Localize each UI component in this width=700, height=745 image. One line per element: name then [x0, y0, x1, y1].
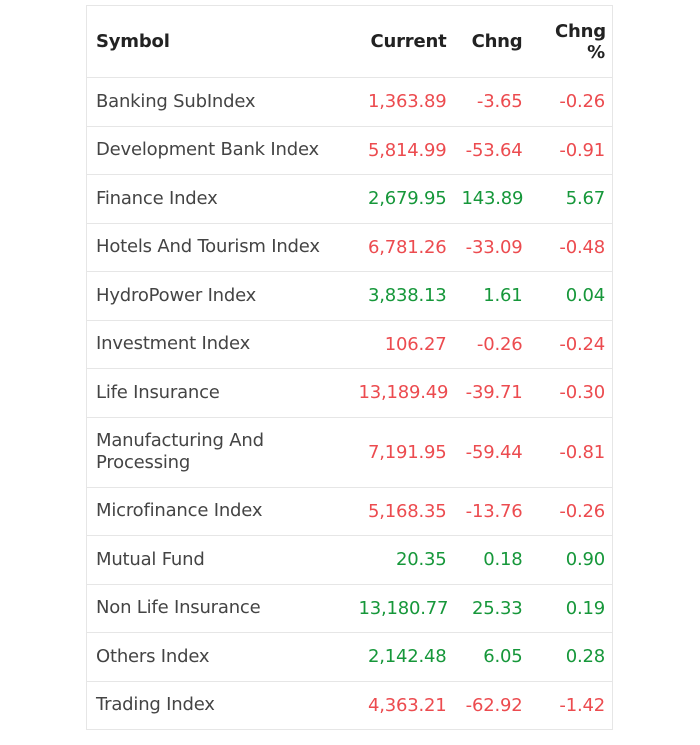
value-cell: 2,142.48: [350, 632, 454, 682]
value-cell: 25.33: [453, 584, 530, 633]
symbol-cell: Banking SubIndex: [86, 77, 351, 127]
table-row: Mutual Fund 20.35 0.18 0.90: [86, 535, 613, 585]
symbol-text: Development Bank Index: [96, 139, 319, 161]
value-cell: -39.71: [453, 368, 530, 418]
table-row: HydroPower Index 3,838.13 1.61 0.04: [86, 271, 613, 321]
table-body: Banking SubIndex 1,363.89 -3.65 -0.26 Develo…: [86, 77, 613, 730]
symbol-text: Others Index: [96, 645, 210, 667]
symbol-cell: Trading Index: [86, 681, 351, 730]
table-row: Life Insurance 13,189.49 -39.71 -0.30: [86, 368, 613, 418]
symbol-cell: Life Insurance: [86, 368, 351, 418]
header-cell: Current: [350, 5, 454, 78]
value-cell: 6,781.26: [350, 223, 454, 272]
symbol-text: Trading Index: [96, 694, 215, 716]
value-cell: 106.27: [350, 320, 454, 369]
symbol-text: Hotels And Tourism Index: [96, 236, 320, 258]
value-cell: 0.18: [453, 535, 530, 585]
table-row: Microfinance Index 5,168.35 -13.76 -0.26: [86, 487, 613, 536]
table-row: Development Bank Index 5,814.99 -53.64 -0.9…: [86, 126, 613, 175]
symbol-cell: Investment Index: [86, 320, 351, 369]
value-cell: 4,363.21: [350, 681, 454, 730]
value-cell: -33.09: [453, 223, 530, 272]
value-cell: 3,838.13: [350, 271, 454, 321]
value-cell: 7,191.95: [350, 417, 454, 488]
value-cell: 13,180.77: [350, 584, 454, 633]
value-cell: -0.91: [529, 126, 613, 175]
index-table: Symbol Current Chng Chng % Banking SubIn…: [86, 5, 613, 730]
value-cell: 0.90: [529, 535, 613, 585]
symbol-text: Investment Index: [96, 333, 251, 355]
value-cell: -62.92: [453, 681, 530, 730]
header-text: Chng %: [555, 20, 606, 63]
value-cell: -0.24: [529, 320, 613, 369]
value-cell: 143.89: [453, 174, 530, 224]
symbol-text: Mutual Fund: [96, 548, 205, 570]
symbol-text: Finance Index: [96, 187, 218, 209]
value-cell: 20.35: [350, 535, 454, 585]
header-cell: Chng %: [529, 5, 613, 78]
value-cell: -0.81: [529, 417, 613, 488]
symbol-text: Non Life Insurance: [96, 597, 261, 619]
symbol-text: Life Insurance: [96, 381, 220, 403]
value-cell: 5.67: [529, 174, 613, 224]
table-row: Non Life Insurance 13,180.77 25.33 0.19: [86, 584, 613, 633]
value-cell: -13.76: [453, 487, 530, 536]
header-cell: Chng: [453, 5, 530, 78]
value-cell: 1.61: [453, 271, 530, 321]
symbol-text: Manufacturing And Processing: [96, 430, 264, 473]
value-cell: -0.48: [529, 223, 613, 272]
symbol-cell: Manufacturing And Processing: [86, 417, 351, 488]
value-cell: 5,168.35: [350, 487, 454, 536]
table-row: Manufacturing And Processing 7,191.95 -59.…: [86, 417, 613, 488]
value-cell: -0.26: [529, 487, 613, 536]
value-cell: 0.19: [529, 584, 613, 633]
value-cell: 13,189.49: [350, 368, 454, 418]
value-cell: -0.26: [453, 320, 530, 369]
symbol-cell: Finance Index: [86, 174, 351, 224]
table-row: Investment Index 106.27 -0.26 -0.24: [86, 320, 613, 369]
value-cell: 5,814.99: [350, 126, 454, 175]
symbol-cell: HydroPower Index: [86, 271, 351, 321]
value-cell: -53.64: [453, 126, 530, 175]
table-header: Symbol Current Chng Chng %: [86, 5, 613, 78]
value-cell: -0.26: [529, 77, 613, 127]
table-row: Finance Index 2,679.95 143.89 5.67: [86, 174, 613, 224]
table-row: Trading Index 4,363.21 -62.92 -1.42: [86, 681, 613, 730]
symbol-text: Banking SubIndex: [96, 90, 256, 112]
symbol-cell: Microfinance Index: [86, 487, 351, 536]
value-cell: -1.42: [529, 681, 613, 730]
symbol-cell: Hotels And Tourism Index: [86, 223, 351, 272]
value-cell: 0.04: [529, 271, 613, 321]
value-cell: 0.28: [529, 632, 613, 682]
symbol-text: Microfinance Index: [96, 500, 263, 522]
value-cell: -59.44: [453, 417, 530, 488]
value-cell: 2,679.95: [350, 174, 454, 224]
table-row: Hotels And Tourism Index 6,781.26 -33.09 -0…: [86, 223, 613, 272]
table-row: Banking SubIndex 1,363.89 -3.65 -0.26: [86, 77, 613, 127]
value-cell: 6.05: [453, 632, 530, 682]
symbol-text: HydroPower Index: [96, 284, 257, 306]
table-row: Others Index 2,142.48 6.05 0.28: [86, 632, 613, 682]
value-cell: -0.30: [529, 368, 613, 418]
symbol-cell: Mutual Fund: [86, 535, 351, 585]
value-cell: 1,363.89: [350, 77, 454, 127]
header-cell: Symbol: [86, 5, 351, 78]
symbol-cell: Others Index: [86, 632, 351, 682]
value-cell: -3.65: [453, 77, 530, 127]
symbol-cell: Non Life Insurance: [86, 584, 351, 633]
symbol-cell: Development Bank Index: [86, 126, 351, 175]
header-row: Symbol Current Chng Chng %: [86, 5, 613, 78]
